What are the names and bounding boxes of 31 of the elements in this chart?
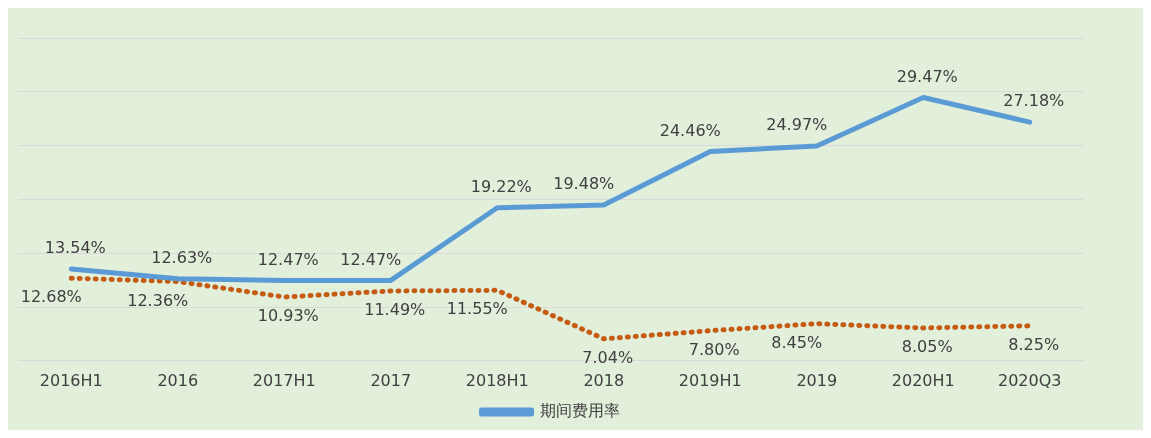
x-tick-label: 2019H1 <box>678 370 742 390</box>
data-label: 24.46% <box>659 120 721 140</box>
x-tick-label: 2017H1 <box>252 370 316 390</box>
legend-label: 期间费用率 <box>539 401 620 421</box>
data-label: 7.80% <box>688 339 740 359</box>
data-label: 8.45% <box>771 332 823 352</box>
x-tick-label: 2016 <box>157 370 199 390</box>
data-label: 7.04% <box>582 348 634 368</box>
data-label: 12.63% <box>151 247 213 267</box>
x-tick-label: 2019 <box>796 370 838 390</box>
data-label: 8.05% <box>901 337 953 357</box>
data-label: 29.47% <box>896 66 958 86</box>
x-tick-label: 2017 <box>370 370 412 390</box>
data-label: 19.48% <box>553 174 615 194</box>
x-tick-label: 2018 <box>583 370 625 390</box>
x-tick-label: 2020H1 <box>891 370 955 390</box>
data-label: 19.22% <box>470 176 532 196</box>
data-label: 12.47% <box>340 249 402 269</box>
data-label: 8.25% <box>1008 334 1060 354</box>
data-label: 13.54% <box>44 238 106 258</box>
x-tick-label: 2018H1 <box>465 370 529 390</box>
data-label: 12.36% <box>127 290 189 310</box>
data-label: 12.47% <box>257 249 319 269</box>
x-tick-label: 2020Q3 <box>998 370 1062 390</box>
data-label: 10.93% <box>257 306 319 326</box>
data-label: 12.68% <box>20 287 82 307</box>
x-tick-label: 2016H1 <box>39 370 103 390</box>
data-label: 11.49% <box>364 300 426 320</box>
data-label: 27.18% <box>1003 91 1065 111</box>
data-label: 24.97% <box>766 115 828 135</box>
data-label: 11.55% <box>446 299 508 319</box>
